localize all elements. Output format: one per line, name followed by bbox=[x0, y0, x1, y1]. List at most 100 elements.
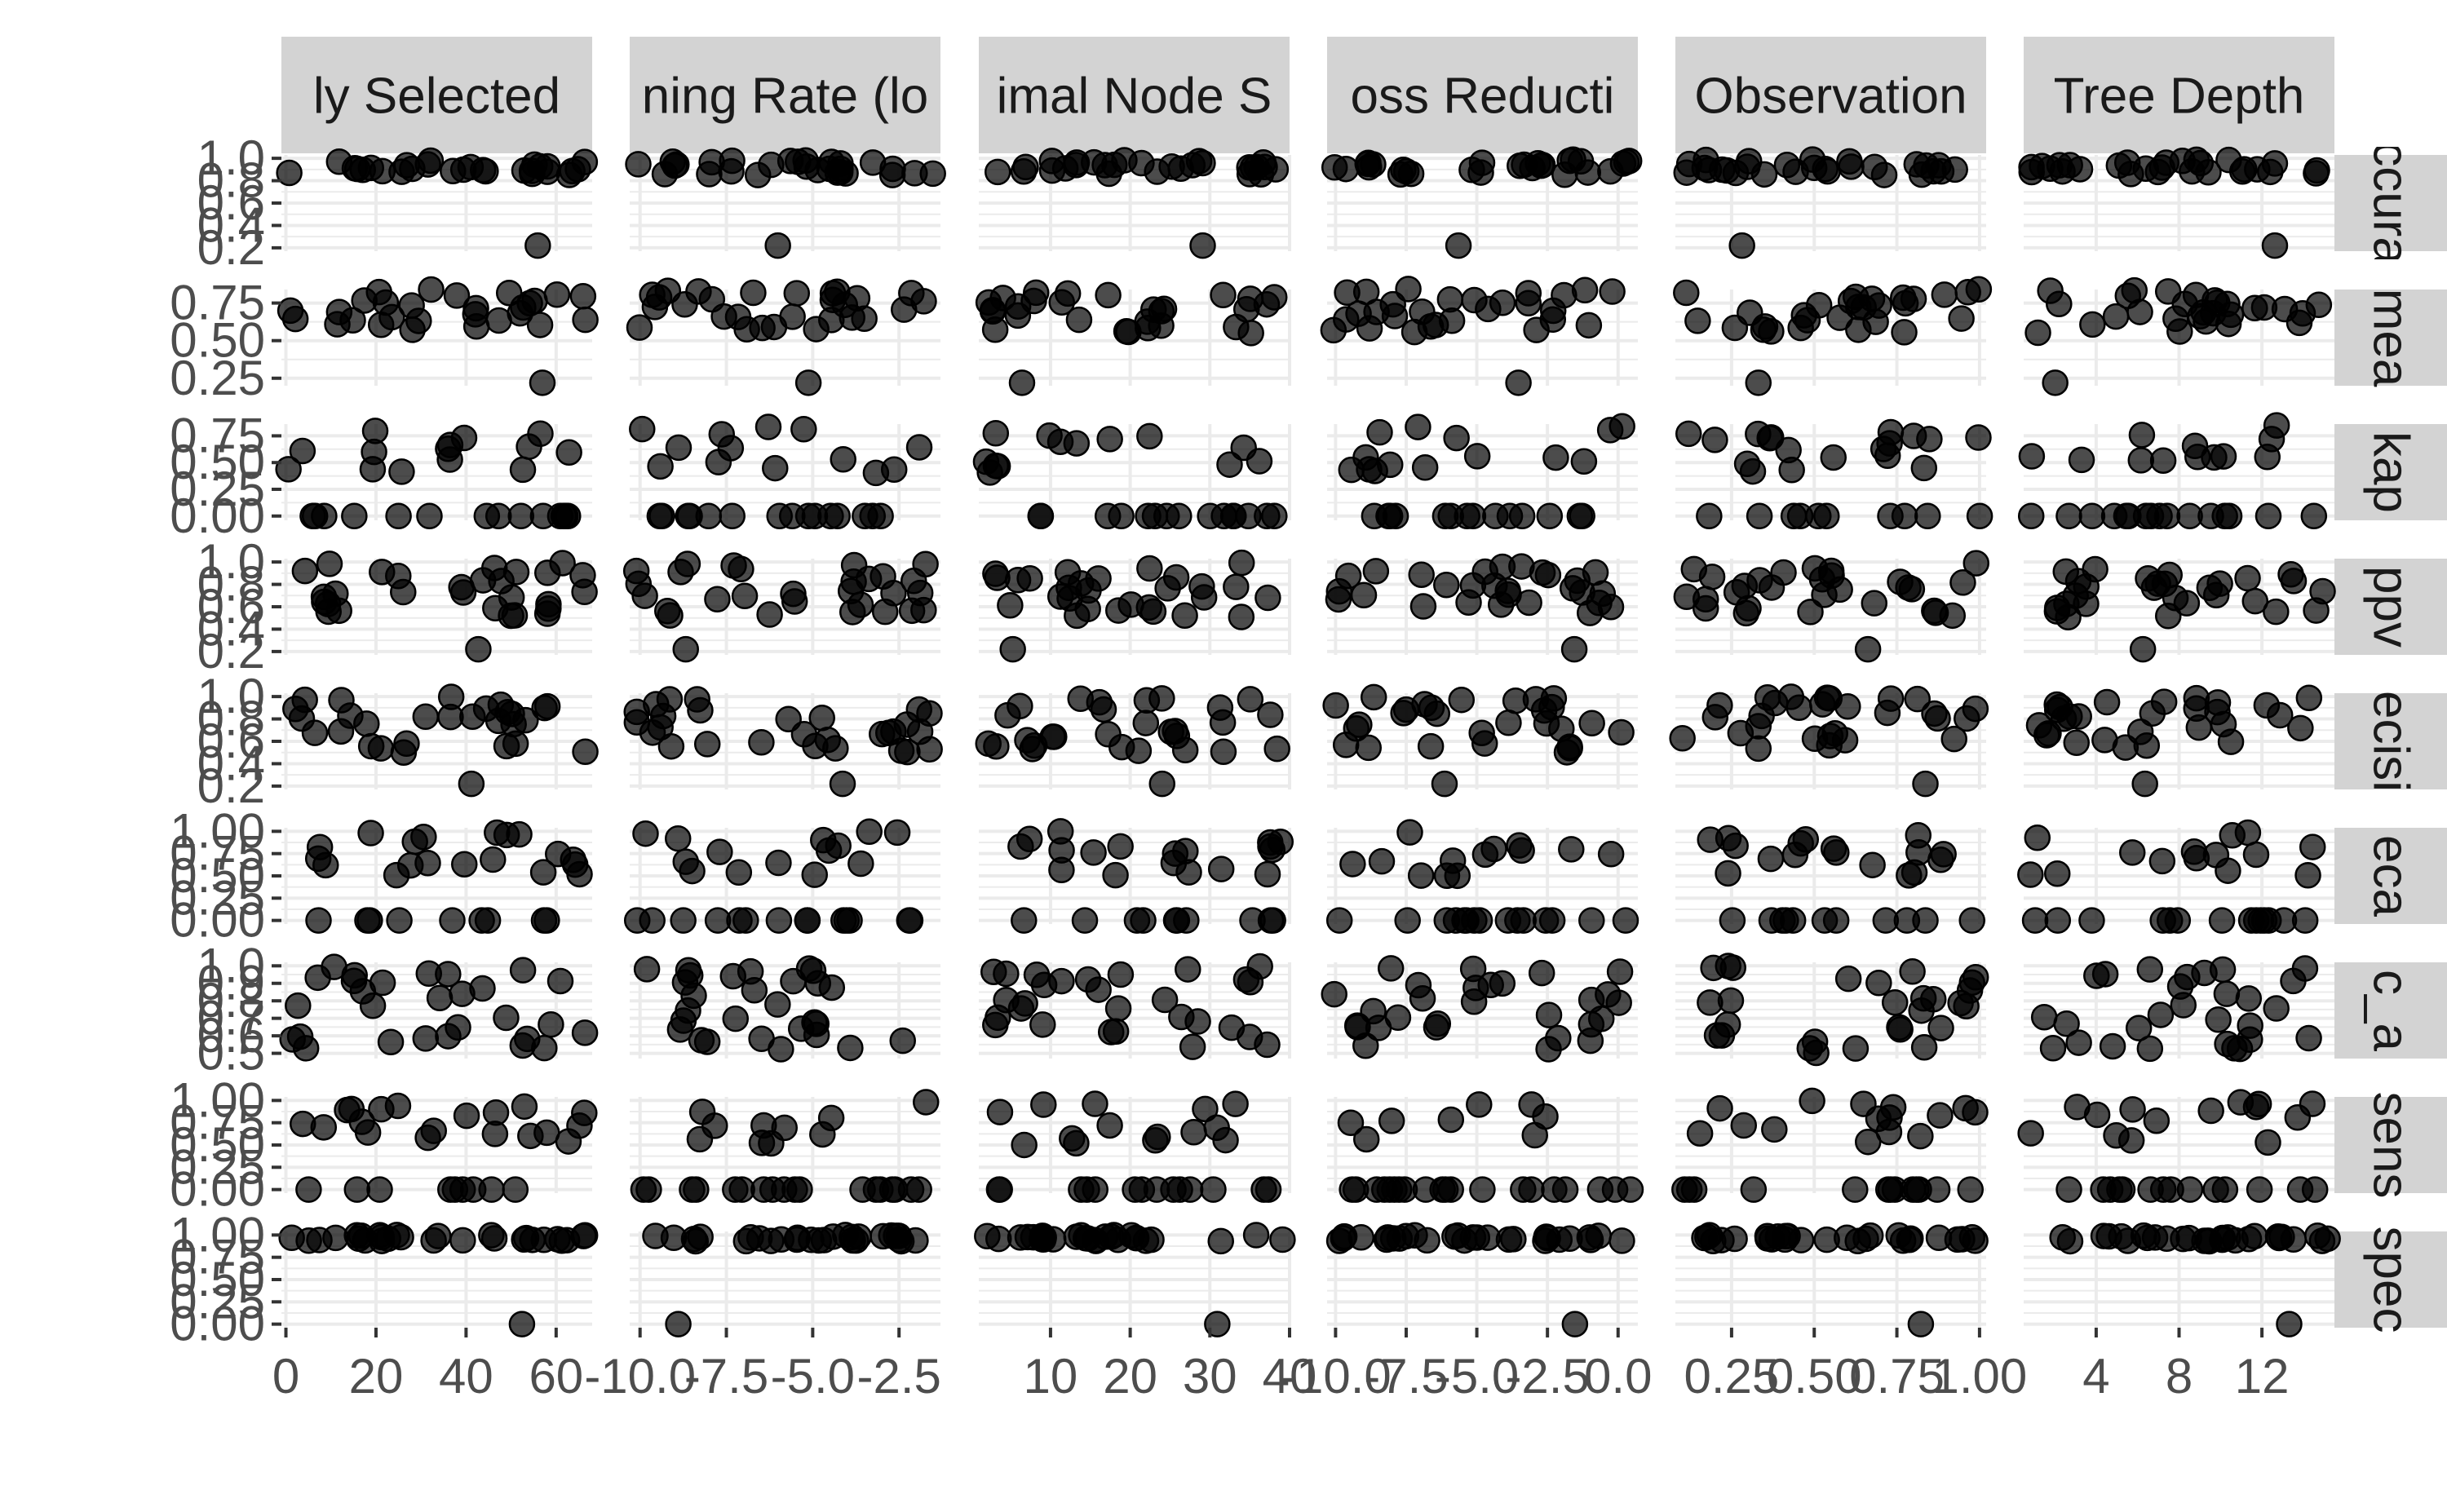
x-tick-label: -10.0 bbox=[1280, 1349, 1392, 1404]
data-point bbox=[701, 1112, 728, 1139]
panel-2-3 bbox=[1327, 413, 1638, 530]
data-point bbox=[625, 151, 652, 178]
data-point bbox=[1375, 502, 1402, 530]
data-point bbox=[1715, 860, 1741, 887]
data-point bbox=[449, 1176, 476, 1203]
data-point bbox=[837, 1034, 864, 1062]
data-point bbox=[1020, 732, 1048, 759]
data-point-outlier bbox=[1189, 232, 1216, 259]
data-point bbox=[675, 957, 702, 984]
data-point-outlier bbox=[458, 770, 485, 798]
data-point bbox=[2153, 149, 2180, 176]
data-point bbox=[1730, 1112, 1758, 1139]
data-point bbox=[1190, 584, 1218, 611]
data-point bbox=[2215, 857, 2241, 884]
panel-2-4 bbox=[1675, 418, 1993, 530]
data-point bbox=[1210, 281, 1237, 308]
data-point bbox=[1437, 1176, 1464, 1203]
data-point bbox=[1762, 689, 1789, 717]
data-point bbox=[1072, 1224, 1100, 1252]
y-tick-label: 0.6 bbox=[197, 714, 265, 768]
data-point bbox=[531, 694, 558, 722]
panel-7-1 bbox=[630, 1089, 940, 1203]
data-point bbox=[1706, 692, 1733, 719]
data-point bbox=[1172, 838, 1199, 864]
data-point bbox=[289, 437, 316, 465]
data-point bbox=[1254, 502, 1281, 530]
data-point-outlier bbox=[2276, 1311, 2303, 1337]
data-point bbox=[1030, 971, 1058, 999]
data-point bbox=[1582, 559, 1609, 586]
panel-1-1 bbox=[626, 277, 940, 396]
panel-0-1 bbox=[625, 147, 946, 259]
data-point bbox=[2196, 574, 2224, 601]
data-point bbox=[2183, 844, 2210, 872]
data-point bbox=[1407, 862, 1435, 889]
data-point bbox=[2065, 1029, 2092, 1056]
data-point bbox=[768, 1226, 795, 1253]
panel-3-5 bbox=[2024, 555, 2336, 663]
data-point bbox=[893, 711, 921, 738]
data-point bbox=[1322, 692, 1349, 719]
data-point bbox=[1746, 567, 1773, 594]
data-point bbox=[1141, 502, 1169, 530]
data-point bbox=[1142, 1126, 1169, 1154]
data-point bbox=[1036, 422, 1063, 449]
data-point bbox=[704, 586, 731, 612]
data-point-outlier bbox=[2261, 232, 2289, 259]
data-point bbox=[1745, 735, 1772, 763]
data-point-outlier bbox=[508, 1311, 536, 1337]
y-tick-label: 0.75 bbox=[170, 276, 265, 330]
data-point bbox=[2197, 1097, 2224, 1125]
data-point-outlier bbox=[1854, 635, 1882, 663]
column-strip-label: Tree Depth bbox=[2054, 69, 2305, 125]
y-tick-label: 0.75 bbox=[170, 1230, 265, 1284]
data-point bbox=[883, 819, 911, 847]
panel-6-5 bbox=[2024, 955, 2334, 1063]
data-point bbox=[1184, 1008, 1211, 1035]
data-point bbox=[1418, 694, 1445, 722]
data-point bbox=[1167, 155, 1194, 183]
panel-3-3 bbox=[1325, 553, 1638, 663]
panel-1-4 bbox=[1673, 276, 1993, 396]
data-point bbox=[1597, 841, 1625, 868]
data-point bbox=[1366, 418, 1393, 446]
data-point bbox=[1695, 157, 1723, 183]
data-point-outlier bbox=[764, 232, 791, 259]
data-point bbox=[1230, 434, 1257, 462]
data-point bbox=[682, 1227, 710, 1255]
data-point bbox=[871, 598, 899, 626]
panel-0-3 bbox=[1321, 146, 1643, 259]
data-point bbox=[646, 502, 674, 530]
row-strip-label: sens bbox=[2363, 1092, 2419, 1199]
data-point bbox=[2052, 558, 2079, 586]
panel-0-4 bbox=[1673, 146, 1986, 259]
data-point bbox=[994, 701, 1021, 729]
data-point bbox=[1394, 907, 1421, 934]
data-point bbox=[1139, 296, 1167, 323]
data-point bbox=[1362, 558, 1390, 585]
data-point bbox=[374, 1225, 402, 1253]
data-point bbox=[1886, 1014, 1913, 1041]
data-point bbox=[2113, 149, 2141, 176]
data-point bbox=[685, 278, 712, 305]
data-point bbox=[1529, 559, 1556, 586]
data-point bbox=[710, 303, 737, 330]
panel-1-0 bbox=[277, 276, 599, 396]
y-tick-label: 0.25 bbox=[170, 870, 265, 925]
data-point bbox=[2039, 1035, 2067, 1062]
data-point bbox=[1608, 1227, 1635, 1254]
data-point bbox=[1925, 1224, 1953, 1252]
panel-6-2 bbox=[979, 953, 1291, 1060]
data-point bbox=[1781, 841, 1809, 869]
data-point bbox=[1448, 686, 1476, 714]
data-point bbox=[2118, 839, 2146, 866]
data-point bbox=[1356, 153, 1383, 181]
data-point bbox=[2157, 1176, 2184, 1203]
data-point bbox=[1321, 980, 1347, 1008]
data-point bbox=[2295, 684, 2323, 711]
data-point bbox=[777, 148, 804, 175]
data-point bbox=[1706, 1094, 1733, 1122]
data-point bbox=[559, 157, 586, 184]
data-point bbox=[2030, 1003, 2058, 1031]
